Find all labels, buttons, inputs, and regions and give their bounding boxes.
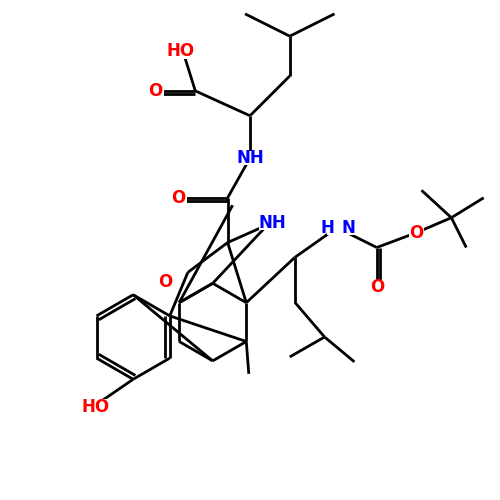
FancyBboxPatch shape xyxy=(169,191,186,205)
Text: O: O xyxy=(171,189,185,207)
Text: N: N xyxy=(342,218,356,236)
Text: O: O xyxy=(148,82,162,100)
Text: O: O xyxy=(158,274,172,291)
FancyBboxPatch shape xyxy=(147,84,164,98)
Text: HO: HO xyxy=(166,42,194,60)
FancyBboxPatch shape xyxy=(236,150,264,166)
Text: NH: NH xyxy=(236,149,264,167)
Text: O: O xyxy=(370,278,384,296)
Text: H: H xyxy=(320,218,334,236)
Text: HO: HO xyxy=(82,398,110,415)
FancyBboxPatch shape xyxy=(158,276,173,289)
FancyBboxPatch shape xyxy=(328,220,354,235)
FancyBboxPatch shape xyxy=(82,399,110,414)
Text: NH: NH xyxy=(258,214,286,232)
FancyBboxPatch shape xyxy=(370,280,384,294)
Text: O: O xyxy=(410,224,424,242)
FancyBboxPatch shape xyxy=(166,44,195,59)
FancyBboxPatch shape xyxy=(258,215,286,230)
FancyBboxPatch shape xyxy=(409,226,424,239)
